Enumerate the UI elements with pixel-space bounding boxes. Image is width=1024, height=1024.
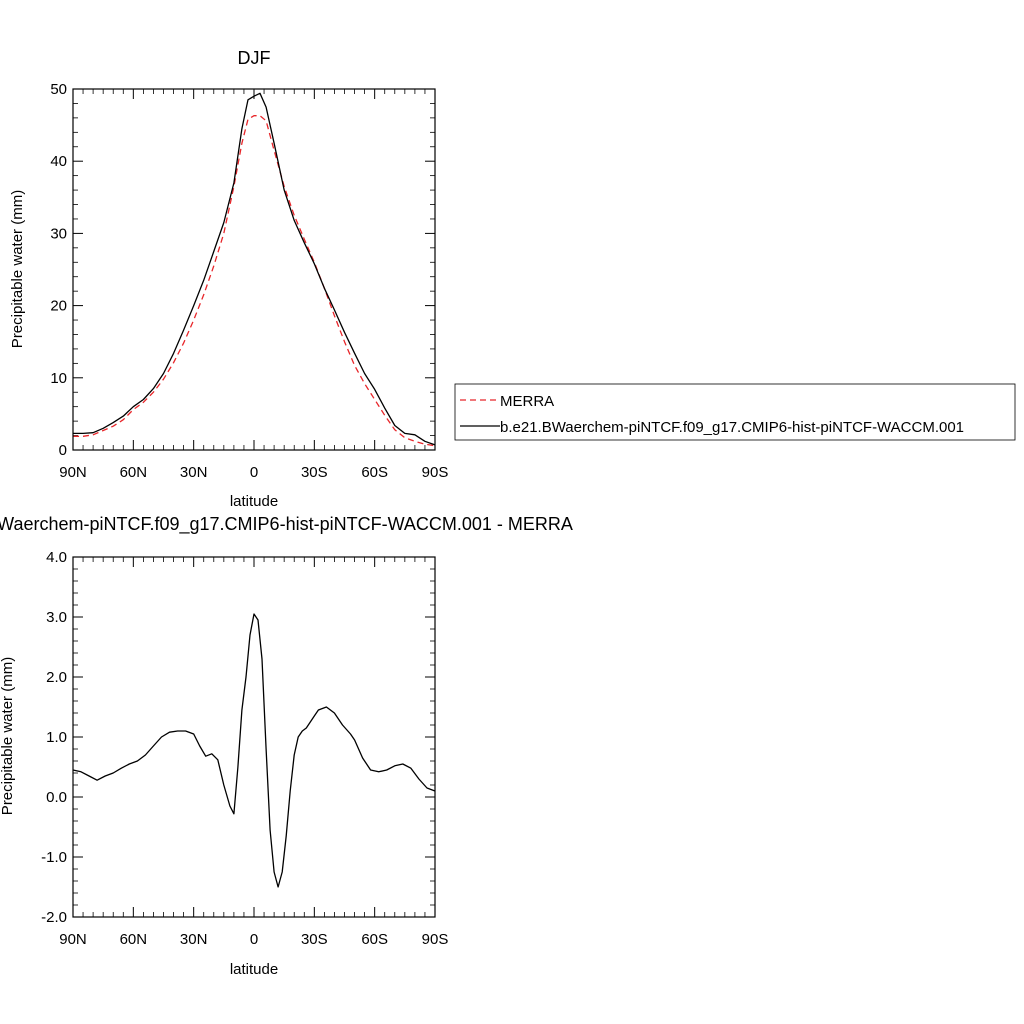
- upper-x-tick-label: 90S: [422, 464, 449, 481]
- model-series-line: [73, 92, 436, 446]
- upper-x-axis-label: latitude: [230, 493, 278, 510]
- upper-y-tick-label: 0: [59, 442, 67, 459]
- lower-x-axis-label: latitude: [230, 961, 278, 978]
- lower-y-tick-label: 4.0: [46, 549, 67, 566]
- lower-y-tick-label: 3.0: [46, 609, 67, 626]
- upper-x-tick-label: 30S: [301, 464, 328, 481]
- upper-plot-frame: [72, 88, 436, 451]
- legend-box: [454, 383, 1016, 441]
- lower-x-tick-label: 30N: [180, 931, 208, 948]
- legend: MERRA b.e21.BWaerchem-piNTCF.f09_g17.CMI…: [454, 383, 1016, 441]
- legend-merra-label: MERRA: [500, 393, 554, 410]
- upper-chart-title: DJF: [238, 48, 271, 68]
- lower-x-tick-label: 60N: [120, 931, 148, 948]
- upper-x-tick-label: 0: [250, 464, 258, 481]
- merra-series-line: [73, 115, 436, 447]
- upper-x-tick-label: 30N: [180, 464, 208, 481]
- upper-y-tick-label: 50: [50, 81, 67, 98]
- upper-x-tick-label: 60N: [120, 464, 148, 481]
- upper-chart-panel: DJF latitude Precipitable water (mm) 90N…: [9, 48, 448, 510]
- lower-y-axis-label: Precipitable water (mm): [0, 657, 16, 815]
- upper-y-tick-label: 20: [50, 298, 67, 315]
- upper-y-axis-label: Precipitable water (mm): [9, 190, 26, 348]
- lower-y-tick-label: -1.0: [41, 849, 67, 866]
- upper-x-tick-label: 90N: [59, 464, 87, 481]
- lower-y-tick-label: -2.0: [41, 909, 67, 926]
- legend-model-label: b.e21.BWaerchem-piNTCF.f09_g17.CMIP6-his…: [500, 419, 964, 436]
- lower-y-tick-label: 2.0: [46, 669, 67, 686]
- lower-x-tick-label: 90S: [422, 931, 449, 948]
- upper-y-tick-label: 40: [50, 153, 67, 170]
- lower-y-tick-label: 1.0: [46, 729, 67, 746]
- lower-chart-title: b.e21.BWaerchem-piNTCF.f09_g17.CMIP6-his…: [0, 514, 573, 535]
- lower-chart-panel: b.e21.BWaerchem-piNTCF.f09_g17.CMIP6-his…: [0, 514, 573, 978]
- lower-plot-frame: [72, 556, 436, 918]
- upper-y-tick-label: 30: [50, 225, 67, 242]
- lower-x-tick-label: 0: [250, 931, 258, 948]
- lower-y-tick-label: 0.0: [46, 789, 67, 806]
- lower-x-tick-label: 90N: [59, 931, 87, 948]
- lower-x-tick-label: 30S: [301, 931, 328, 948]
- upper-y-tick-label: 10: [50, 370, 67, 387]
- lower-x-tick-label: 60S: [361, 931, 388, 948]
- upper-x-tick-label: 60S: [361, 464, 388, 481]
- difference-series-line: [72, 613, 436, 888]
